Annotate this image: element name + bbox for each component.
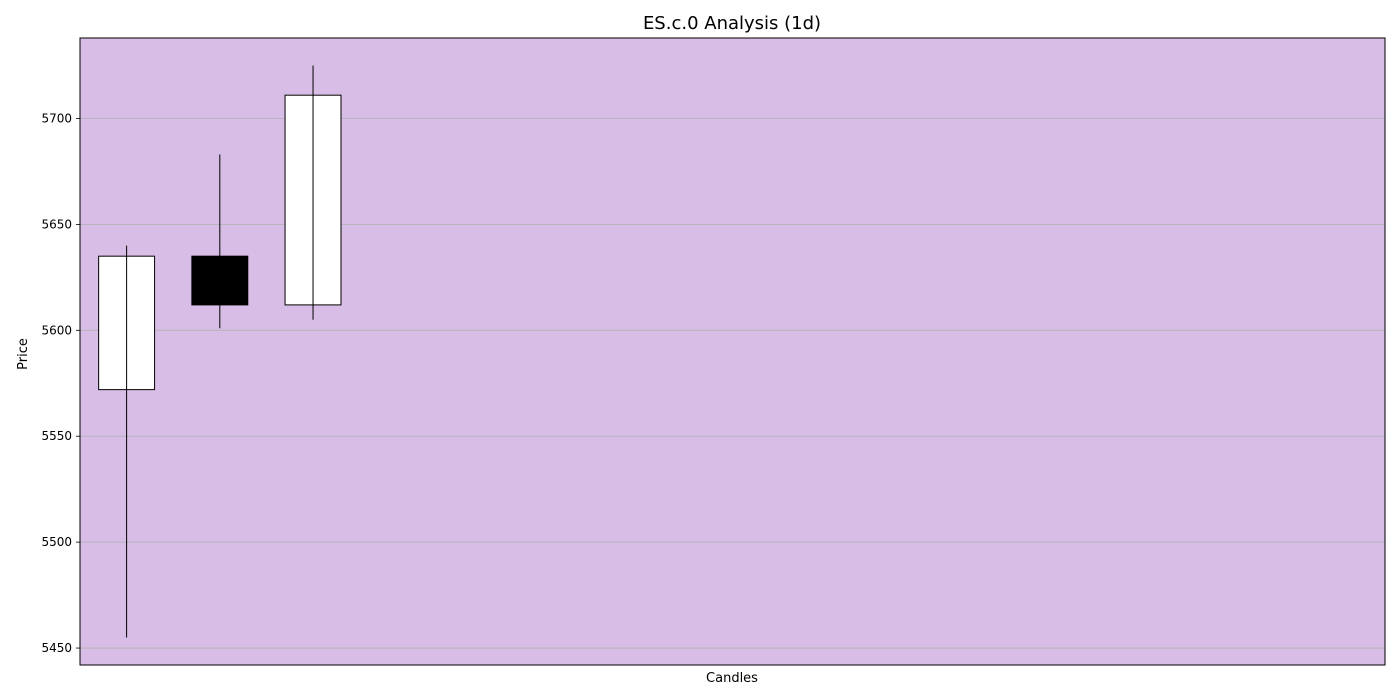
y-tick-label: 5500 xyxy=(41,535,72,549)
candle xyxy=(98,245,156,638)
candle xyxy=(284,65,342,320)
candles xyxy=(98,65,342,638)
candle xyxy=(191,154,249,329)
y-tick-label: 5650 xyxy=(41,217,72,231)
plot-frame xyxy=(79,37,1386,666)
y-tick-label: 5700 xyxy=(41,111,72,125)
y-tick-label: 5550 xyxy=(41,429,72,443)
chart-title: ES.c.0 Analysis (1d) xyxy=(643,13,821,34)
x-axis-label: Candles xyxy=(706,671,758,686)
grid-lines xyxy=(80,118,1385,649)
y-tick-label: 5450 xyxy=(41,641,72,655)
plot-area xyxy=(80,38,1385,665)
y-axis-ticks: 5450 5500 5550 5600 5650 5700 xyxy=(41,111,80,655)
y-tick-label: 5600 xyxy=(41,323,72,337)
y-axis-label: Price xyxy=(16,338,31,370)
